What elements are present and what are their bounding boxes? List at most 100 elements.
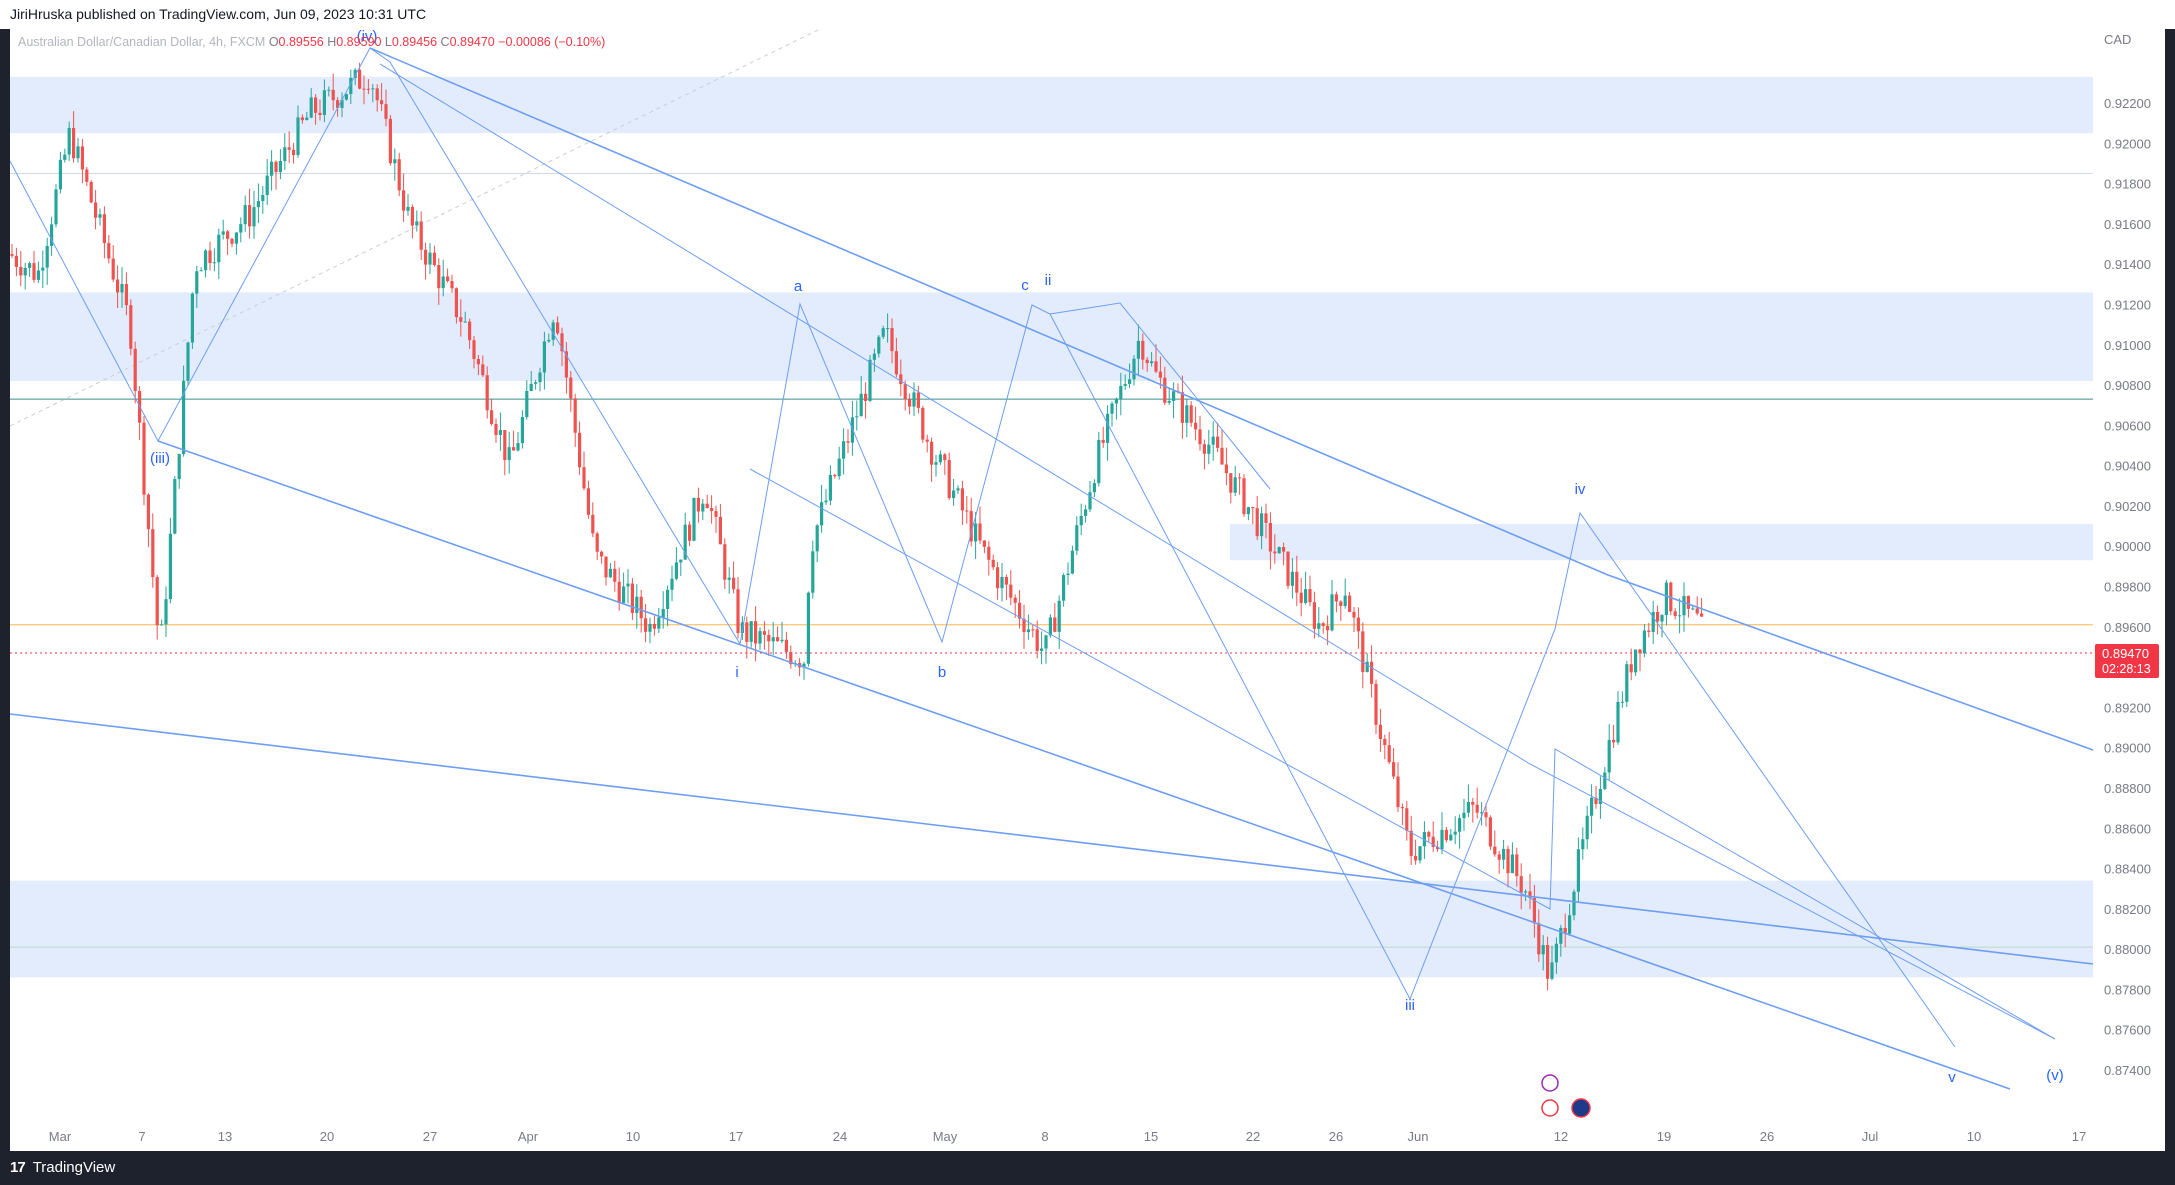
candle-body [50,224,54,246]
candle-body [1229,473,1233,493]
candle-body [314,97,318,113]
price-tick-label: 0.90600 [2104,418,2151,433]
candle-body [556,322,560,334]
candle-body [177,454,181,480]
candle-body [1031,629,1035,631]
price-tick-label: 0.87600 [2104,1023,2151,1038]
canada-flag-event-icon[interactable] [1541,1099,1559,1117]
candle-body [1013,597,1017,603]
time-tick-label: 26 [1760,1129,1774,1144]
support-resistance-zone [10,880,2093,978]
candle-body [67,127,71,155]
candle-body [630,583,634,613]
candle-body [749,621,753,642]
candle-body [1312,602,1316,629]
candle-body [419,221,423,250]
candle-body [1062,575,1066,601]
candle-body [925,439,929,442]
candle-body [252,207,256,227]
time-tick-label: Jul [1862,1129,1879,1144]
candle-body [441,276,445,289]
candle-body [1326,626,1330,631]
candle-body [591,514,595,534]
candle-body [1656,611,1660,622]
candle-body [195,271,199,294]
price-tick-label: 0.92000 [2104,136,2151,151]
candle-body [1053,617,1057,632]
candle-body [569,377,573,399]
candle-body [1361,631,1365,673]
wave-channel-line [379,63,2056,1040]
candle-body [1000,576,1004,589]
candle-body [1044,635,1048,649]
candle-body [776,637,780,642]
candle-body [388,118,392,164]
candle-body [1255,508,1259,537]
wave-trendline [369,47,2094,751]
candle-body [507,447,511,461]
candle-body [1114,398,1118,404]
candle-body [155,577,159,626]
candle-body [1392,762,1396,777]
candle-body [1563,927,1567,934]
earnings-event-icon[interactable] [1541,1074,1559,1092]
candle-body [767,634,771,642]
candle-body [1352,611,1356,618]
wave-trendline [749,468,2056,1040]
candle-body [1607,739,1611,773]
candle-body [1106,413,1110,443]
candle-body [322,90,326,115]
candle-body [1163,377,1167,403]
candle-body [366,88,370,90]
candle-body [894,351,898,375]
candle-body [1128,379,1132,384]
price-tick-label: 0.91800 [2104,177,2151,192]
price-tick-label: 0.89000 [2104,741,2151,756]
candle-body [516,443,520,451]
candle-body [1497,854,1501,860]
candle-body [1700,613,1704,617]
candle-body [1449,834,1453,841]
candle-body [226,231,230,239]
price-tick-label: 0.91400 [2104,257,2151,272]
price-tick-label: 0.88400 [2104,862,2151,877]
candle-body [1308,589,1312,603]
candle-body [692,497,696,541]
candle-body [424,249,428,265]
candle-body [762,631,766,635]
candle-body [890,328,894,352]
candle-body [459,317,463,322]
candle-body [520,417,524,444]
candle-body [1066,573,1070,576]
candle-body [256,201,260,208]
attribution-text: JiriHruska published on TradingView.com,… [10,6,427,22]
tradingview-logo[interactable]: ⁠17 TradingView [10,1151,115,1185]
candle-body [1246,507,1250,515]
candle-body [732,577,736,590]
candle-body [393,159,397,164]
candle-body [930,441,934,465]
candle-body [208,250,212,264]
candle-body [943,454,947,461]
candle-body [10,254,14,256]
candle-body [1277,547,1281,554]
candle-body [1026,629,1030,633]
candle-body [525,390,529,418]
time-tick-label: 13 [218,1129,232,1144]
chart-area[interactable]: (iv) (iii) a c ii i b iv iii v (v) Australian Dolla… [10,29,2165,1151]
candle-body [538,372,542,383]
candle-body [1268,522,1272,552]
australia-flag-event-icon[interactable] [1571,1098,1591,1118]
time-tick-label: 7 [138,1129,145,1144]
candle-body [1405,808,1409,831]
candle-body [472,340,476,359]
candle-body [595,533,599,552]
candle-body [72,127,76,159]
candle-body [784,639,788,652]
candle-body [1317,623,1321,629]
time-tick-label: 27 [423,1129,437,1144]
wave-label: i [735,664,738,681]
tradingview-logo-icon: ⁠17 [10,1159,26,1176]
candle-body [265,175,269,196]
